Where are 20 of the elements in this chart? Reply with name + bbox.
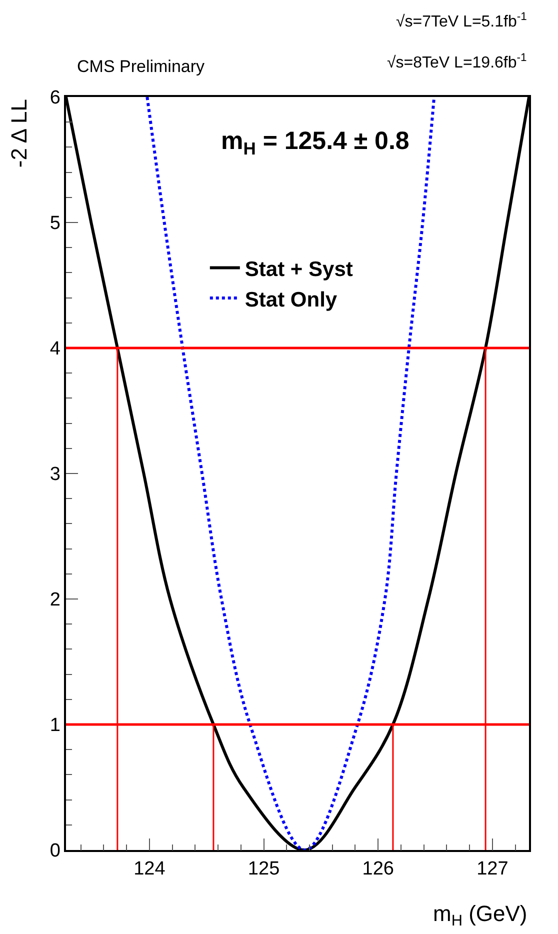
text: √s=7TeV L=5.1fb$^{-1}$ [396, 11, 527, 31]
x-tick-label: 127 [476, 858, 508, 880]
y-tick-label: 5 [50, 213, 60, 234]
y-tick-label: 6 [50, 88, 60, 109]
x-tick-label: 126 [362, 858, 394, 880]
y-tick-label: 1 [50, 715, 60, 736]
y-tick-label: 0 [50, 840, 60, 862]
text: CMS Preliminary [77, 57, 206, 76]
y-axis-title: -2 Δ LL [6, 99, 32, 168]
legend-label: Stat + Syst [244, 258, 353, 281]
text: √s=8TeV L=19.6fb$^{-1}$ [387, 52, 527, 72]
legend-label: Stat Only [244, 288, 338, 312]
line-series [146, 97, 436, 850]
x-axis-title: m$_{H}$ (GeV) [433, 901, 528, 930]
y-tick-label: 2 [50, 590, 60, 611]
annotation: m$_{H}$ = 125.4 ± 0.8 [221, 127, 410, 158]
y-tick-label: 3 [50, 464, 60, 486]
x-tick-label: 124 [134, 858, 166, 880]
y-tick-label: 4 [50, 338, 61, 360]
x-tick-label: 125 [248, 858, 280, 880]
